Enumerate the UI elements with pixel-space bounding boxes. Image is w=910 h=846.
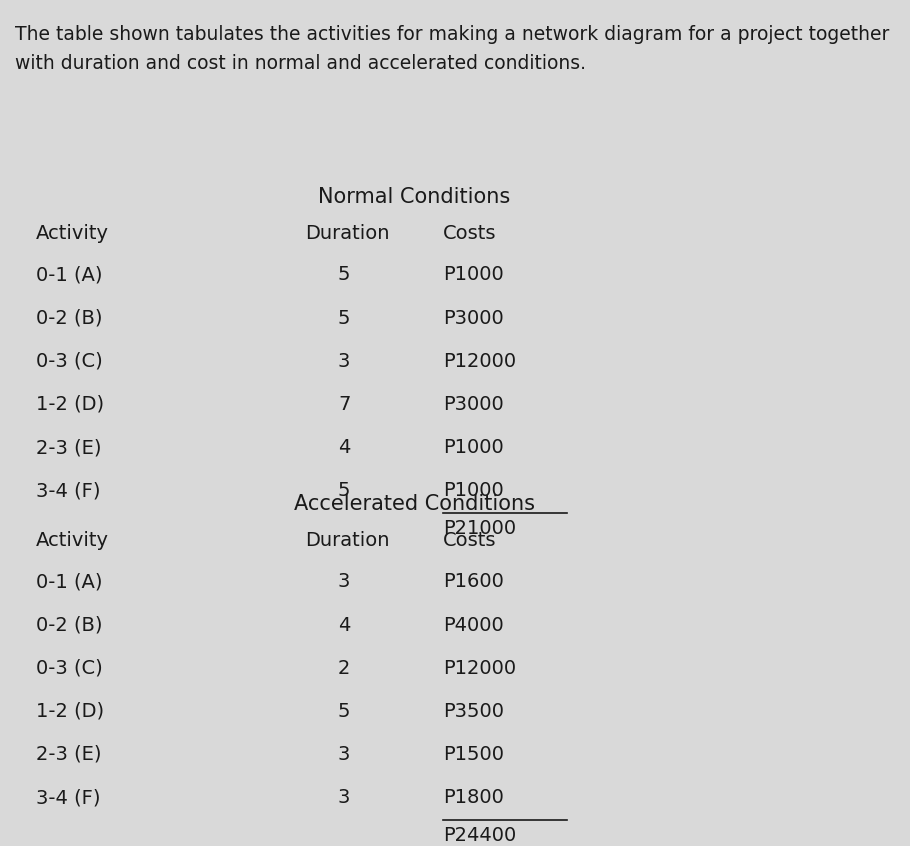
Text: 3-4 (F): 3-4 (F) [36,788,101,807]
Text: 3: 3 [338,352,350,371]
Text: 3: 3 [338,573,350,591]
Text: P1500: P1500 [443,745,504,764]
Text: Duration: Duration [305,224,389,243]
Text: 0-2 (B): 0-2 (B) [36,309,103,327]
Text: P1000: P1000 [443,438,504,457]
Text: 3: 3 [338,745,350,764]
Text: 5: 5 [338,309,350,327]
Text: P3000: P3000 [443,395,504,414]
Text: 3-4 (F): 3-4 (F) [36,481,101,500]
Text: Costs: Costs [443,224,497,243]
Text: 7: 7 [338,395,350,414]
Text: 4: 4 [338,438,350,457]
Text: 5: 5 [338,481,350,500]
Text: 0-1 (A): 0-1 (A) [36,266,103,284]
Text: P3500: P3500 [443,702,504,721]
Text: 3: 3 [338,788,350,807]
Text: 5: 5 [338,266,350,284]
Text: 5: 5 [338,702,350,721]
Text: P1800: P1800 [443,788,504,807]
Text: P12000: P12000 [443,659,517,678]
Text: 0-3 (C): 0-3 (C) [36,352,103,371]
Text: 0-1 (A): 0-1 (A) [36,573,103,591]
Text: P3000: P3000 [443,309,504,327]
Text: P1000: P1000 [443,266,504,284]
Text: P4000: P4000 [443,616,504,634]
Text: Accelerated Conditions: Accelerated Conditions [294,493,535,514]
Text: P21000: P21000 [443,519,517,538]
Text: 0-2 (B): 0-2 (B) [36,616,103,634]
Text: Duration: Duration [305,531,389,550]
Text: Normal Conditions: Normal Conditions [318,187,511,206]
Text: 0-3 (C): 0-3 (C) [36,659,103,678]
Text: P24400: P24400 [443,827,517,845]
Text: Activity: Activity [36,531,109,550]
Text: 2-3 (E): 2-3 (E) [36,745,102,764]
Text: 2-3 (E): 2-3 (E) [36,438,102,457]
Text: 1-2 (D): 1-2 (D) [36,395,105,414]
Text: P1600: P1600 [443,573,504,591]
Text: Activity: Activity [36,224,109,243]
Text: with duration and cost in normal and accelerated conditions.: with duration and cost in normal and acc… [15,54,585,73]
Text: 2: 2 [338,659,350,678]
Text: 1-2 (D): 1-2 (D) [36,702,105,721]
Text: The table shown tabulates the activities for making a network diagram for a proj: The table shown tabulates the activities… [15,25,889,44]
Text: Costs: Costs [443,531,497,550]
Text: P12000: P12000 [443,352,517,371]
Text: P1000: P1000 [443,481,504,500]
Text: 4: 4 [338,616,350,634]
